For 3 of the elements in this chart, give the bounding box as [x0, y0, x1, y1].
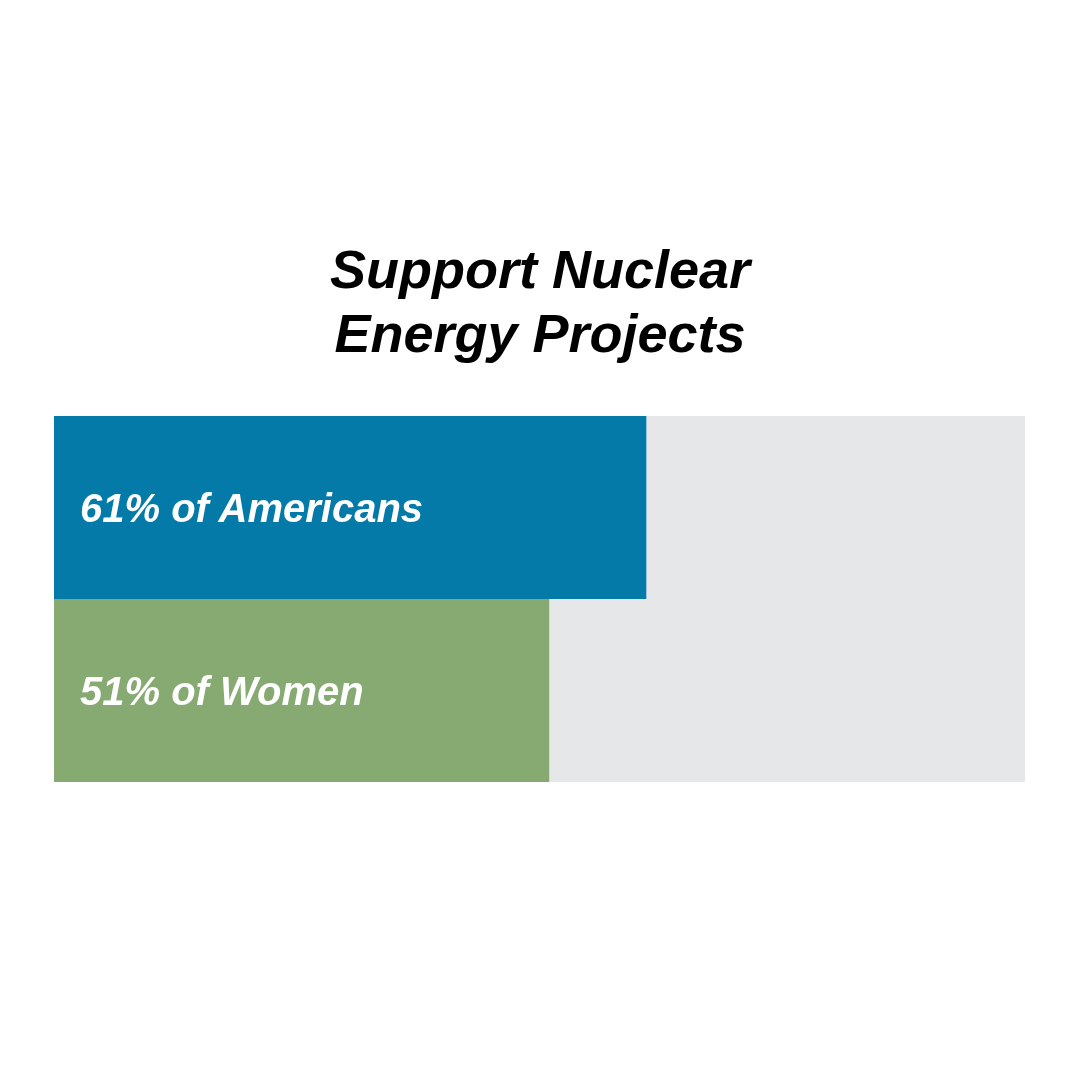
- data-label: 51% of Women: [80, 668, 364, 713]
- chart-title: Support Nuclear Energy Projects: [329, 239, 754, 363]
- data-label: 61% of Americans: [80, 485, 424, 530]
